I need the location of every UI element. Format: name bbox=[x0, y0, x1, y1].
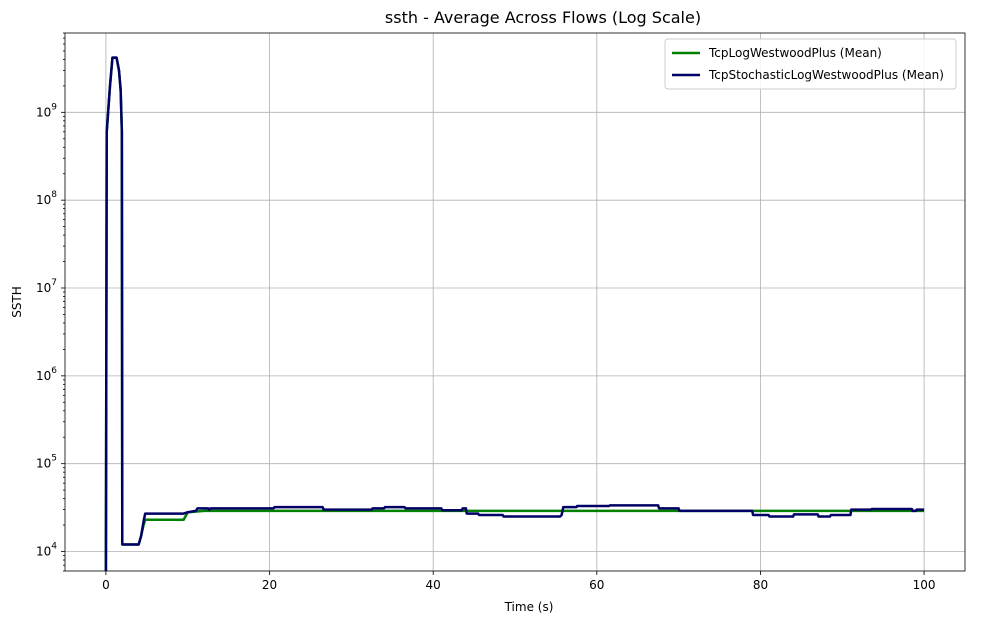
x-axis-label: Time (s) bbox=[504, 600, 554, 614]
plot-frame bbox=[64, 32, 966, 572]
plot-series bbox=[104, 56, 925, 572]
y-tick-base: 10 bbox=[36, 457, 51, 471]
y-tick-label: 104 bbox=[36, 542, 57, 559]
x-tick-label: 100 bbox=[913, 578, 936, 592]
y-tick-base: 10 bbox=[36, 193, 51, 207]
legend-entry: TcpLogWestwoodPlus (Mean) bbox=[708, 46, 882, 60]
legend-box bbox=[664, 38, 957, 90]
legend-entry: TcpStochasticLogWestwoodPlus (Mean) bbox=[708, 68, 944, 82]
y-tick-exponent: 5 bbox=[51, 454, 57, 464]
y-tick-label: 105 bbox=[36, 454, 57, 471]
grid-lines bbox=[65, 33, 965, 571]
x-tick-label: 0 bbox=[102, 578, 110, 592]
x-axis-ticks: 0 20 40 60 80 100 bbox=[102, 571, 936, 592]
chart-title: ssth - Average Across Flows (Log Scale) bbox=[385, 8, 701, 27]
y-tick-label: 106 bbox=[36, 366, 57, 383]
y-tick-exponent: 6 bbox=[51, 366, 57, 376]
y-tick-label: 109 bbox=[36, 102, 57, 119]
y-tick-exponent: 9 bbox=[51, 102, 57, 112]
x-tick-label: 60 bbox=[589, 578, 604, 592]
y-tick-exponent: 8 bbox=[51, 190, 57, 200]
y-tick-base: 10 bbox=[36, 281, 51, 295]
y-tick-label: 108 bbox=[36, 190, 57, 207]
y-tick-exponent: 4 bbox=[51, 542, 57, 552]
x-tick-label: 80 bbox=[753, 578, 768, 592]
y-axis-label: SSTH bbox=[10, 286, 24, 318]
y-tick-exponent: 7 bbox=[51, 278, 57, 288]
series-line-0 bbox=[104, 56, 925, 572]
y-tick-base: 10 bbox=[36, 545, 51, 559]
x-tick-label: 20 bbox=[262, 578, 277, 592]
series-line-1 bbox=[104, 56, 925, 572]
legend: TcpLogWestwoodPlus (Mean) TcpStochasticLo… bbox=[664, 38, 957, 90]
y-tick-base: 10 bbox=[36, 105, 51, 119]
y-tick-label: 107 bbox=[36, 278, 57, 295]
y-tick-base: 10 bbox=[36, 369, 51, 383]
x-tick-label: 40 bbox=[426, 578, 441, 592]
